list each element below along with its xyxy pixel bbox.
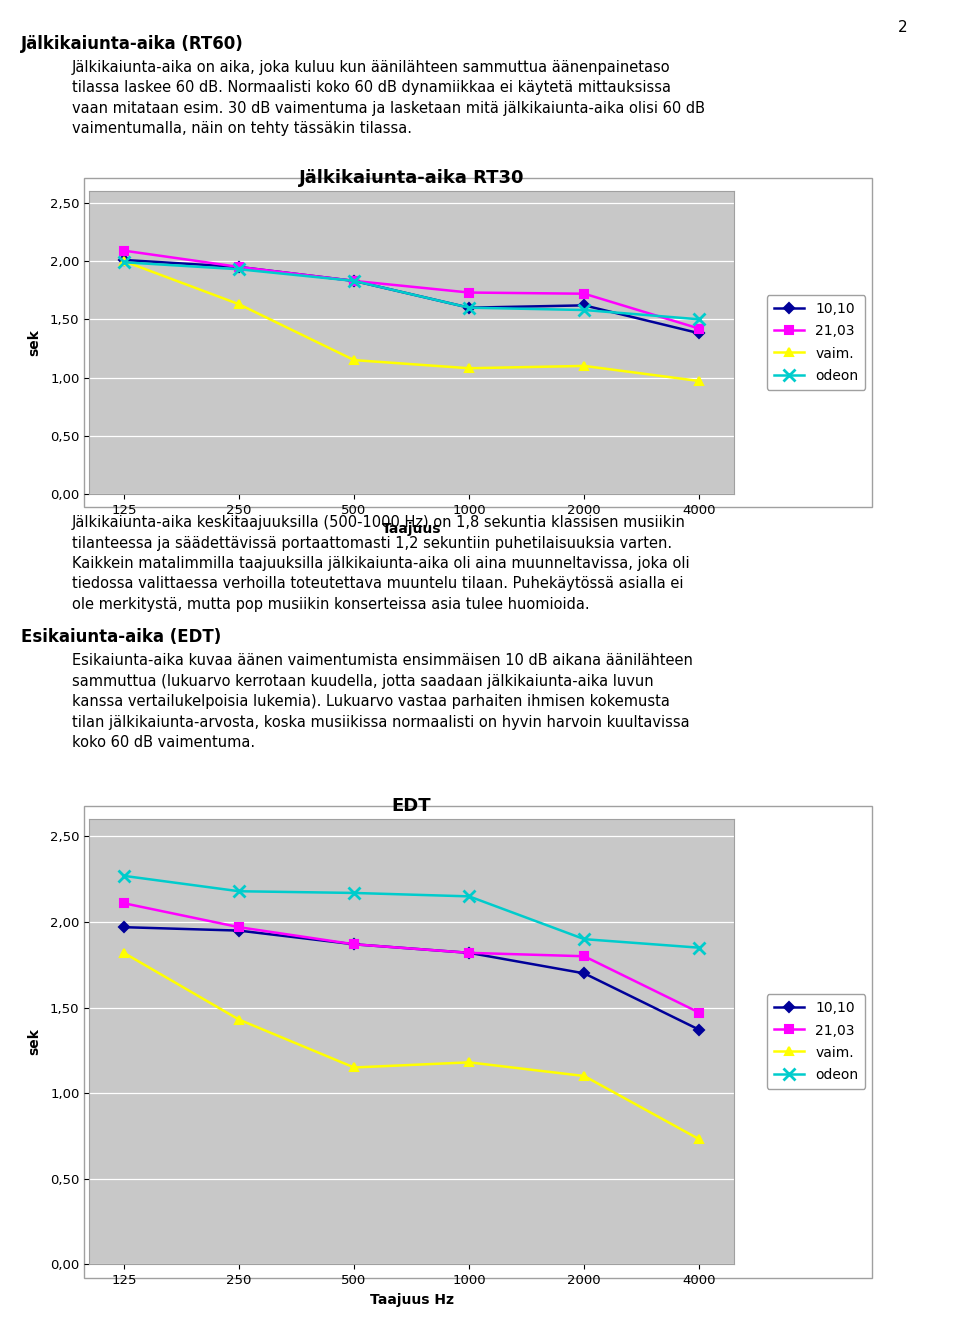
- 10,10: [694, 325, 706, 341]
- 10,10: [348, 936, 360, 952]
- vaim.: [233, 296, 245, 312]
- vaim.: [579, 359, 590, 374]
- 21,03: [579, 948, 590, 964]
- Y-axis label: sek: sek: [28, 329, 41, 356]
- vaim.: [348, 1060, 360, 1076]
- 21,03: [464, 946, 475, 961]
- vaim.: [579, 1068, 590, 1084]
- Text: 2: 2: [898, 20, 907, 35]
- Line: odeon: odeon: [117, 870, 706, 954]
- odeon: [694, 940, 706, 956]
- 10,10: [118, 252, 130, 268]
- 21,03: [464, 284, 475, 300]
- 21,03: [694, 320, 706, 336]
- Legend: 10,10, 21,03, vaim., odeon: 10,10, 21,03, vaim., odeon: [767, 295, 865, 390]
- vaim.: [233, 1012, 245, 1028]
- 10,10: [694, 1021, 706, 1037]
- odeon: [233, 262, 245, 278]
- odeon: [579, 301, 590, 317]
- vaim.: [694, 1131, 706, 1147]
- odeon: [118, 869, 130, 884]
- 21,03: [233, 919, 245, 935]
- Line: odeon: odeon: [117, 256, 706, 325]
- Line: 21,03: 21,03: [120, 899, 704, 1017]
- 10,10: [118, 919, 130, 935]
- Line: vaim.: vaim.: [120, 256, 704, 385]
- Y-axis label: sek: sek: [28, 1028, 41, 1056]
- odeon: [233, 883, 245, 899]
- odeon: [694, 311, 706, 327]
- X-axis label: Taajuus: Taajuus: [382, 522, 442, 537]
- Text: Jälkikaiunta-aika on aika, joka kuluu kun äänilähteen sammuttua äänenpainetaso
t: Jälkikaiunta-aika on aika, joka kuluu ku…: [72, 60, 705, 135]
- odeon: [348, 274, 360, 290]
- Text: Esikaiunta-aika kuvaa äänen vaimentumista ensimmäisen 10 dB aikana äänilähteen
s: Esikaiunta-aika kuvaa äänen vaimentumist…: [72, 653, 693, 750]
- 21,03: [233, 259, 245, 275]
- odeon: [464, 888, 475, 904]
- 10,10: [233, 923, 245, 939]
- Title: EDT: EDT: [392, 797, 431, 815]
- 21,03: [348, 274, 360, 290]
- 21,03: [579, 286, 590, 301]
- vaim.: [464, 1054, 475, 1070]
- Legend: 10,10, 21,03, vaim., odeon: 10,10, 21,03, vaim., odeon: [767, 995, 865, 1089]
- odeon: [464, 300, 475, 316]
- Title: Jälkikaiunta-aika RT30: Jälkikaiunta-aika RT30: [299, 169, 524, 187]
- 10,10: [464, 946, 475, 961]
- odeon: [579, 931, 590, 947]
- 10,10: [464, 300, 475, 316]
- Text: Esikaiunta-aika (EDT): Esikaiunta-aika (EDT): [21, 628, 222, 647]
- odeon: [118, 254, 130, 270]
- 10,10: [579, 297, 590, 313]
- 21,03: [694, 1005, 706, 1021]
- vaim.: [118, 946, 130, 961]
- 21,03: [348, 936, 360, 952]
- 10,10: [233, 259, 245, 275]
- 21,03: [118, 243, 130, 259]
- 10,10: [579, 965, 590, 981]
- 10,10: [348, 274, 360, 290]
- Text: Jälkikaiunta-aika keskitaajuuksilla (500-1000 Hz) on 1,8 sekuntia klassisen musi: Jälkikaiunta-aika keskitaajuuksilla (500…: [72, 515, 689, 612]
- Line: 10,10: 10,10: [120, 924, 703, 1033]
- vaim.: [464, 360, 475, 376]
- Text: Jälkikaiunta-aika (RT60): Jälkikaiunta-aika (RT60): [21, 35, 244, 53]
- 21,03: [118, 895, 130, 911]
- vaim.: [348, 352, 360, 368]
- X-axis label: Taajuus Hz: Taajuus Hz: [370, 1292, 453, 1307]
- odeon: [348, 884, 360, 900]
- Line: vaim.: vaim.: [120, 948, 704, 1143]
- vaim.: [118, 254, 130, 270]
- Line: 21,03: 21,03: [120, 247, 704, 333]
- vaim.: [694, 373, 706, 389]
- Line: 10,10: 10,10: [120, 256, 703, 337]
